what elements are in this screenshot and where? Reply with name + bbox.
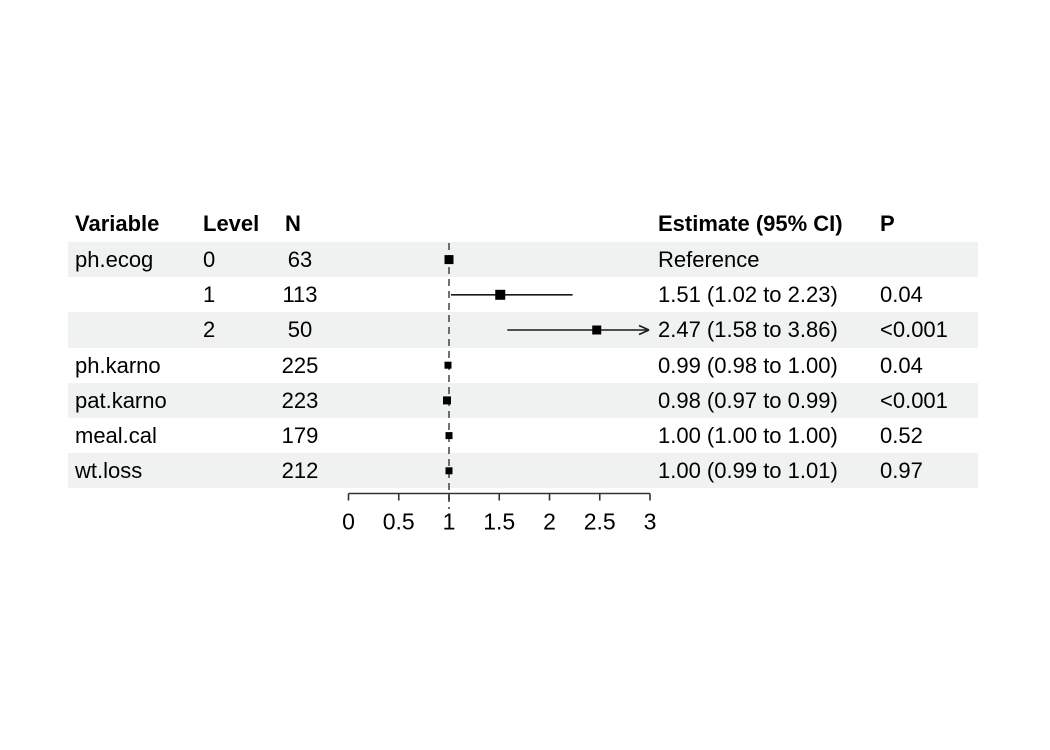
cell-n: 212 — [281, 458, 319, 484]
cell-p: 0.04 — [880, 282, 923, 308]
cell-n: 63 — [287, 247, 313, 272]
cell-estimate: 1.51 (1.02 to 2.23) — [658, 282, 838, 308]
cell-p: 0.97 — [880, 458, 923, 484]
cell-level: 0 — [203, 247, 216, 272]
x-axis-tick-label: 0 — [342, 509, 355, 535]
cell-p: <0.001 — [880, 387, 948, 413]
table-row: wt.loss 212 1.00 (0.99 to 1.01) 0.97 — [68, 453, 978, 489]
header-p: P — [880, 211, 895, 236]
header-level: Level — [203, 211, 260, 236]
table-row: 2 50 2.47 (1.58 to 3.86) <0.001 — [68, 312, 978, 348]
table-header: Variable Level N Estimate (95% CI) P — [68, 205, 978, 242]
x-axis-tick-label: 3 — [644, 509, 657, 535]
cell-estimate: 1.00 (0.99 to 1.01) — [658, 458, 838, 484]
cell-level: 2 — [203, 317, 216, 343]
x-axis-tick-label: 2 — [543, 509, 556, 535]
cell-p: 0.52 — [880, 423, 923, 448]
cell-estimate: Reference — [658, 247, 760, 272]
cell-n: 225 — [281, 352, 319, 378]
table-row: 1 113 1.51 (1.02 to 2.23) 0.04 — [68, 277, 978, 312]
table-row: pat.karno 223 0.98 (0.97 to 0.99) <0.001 — [68, 382, 978, 418]
table-row: ph.karno 225 0.99 (0.98 to 1.00) 0.04 — [68, 348, 978, 383]
cell-p: 0.04 — [880, 352, 923, 378]
x-axis-tick-label: 1 — [443, 509, 456, 535]
cell-n: 179 — [281, 423, 319, 448]
x-axis-tick-label: 0.5 — [383, 509, 415, 535]
cell-n: 223 — [281, 387, 319, 413]
table-row: ph.ecog 0 63 Reference — [68, 242, 978, 278]
cell-estimate: 0.99 (0.98 to 1.00) — [658, 352, 838, 378]
cell-variable: meal.cal — [75, 423, 157, 448]
cell-level: 1 — [203, 282, 216, 308]
header-n: N — [285, 211, 301, 236]
cell-variable: ph.ecog — [75, 247, 154, 272]
cell-n: 50 — [287, 317, 313, 343]
cell-estimate: 2.47 (1.58 to 3.86) — [658, 317, 838, 343]
cell-estimate: 0.98 (0.97 to 0.99) — [658, 387, 838, 413]
cell-variable: wt.loss — [75, 458, 143, 484]
cell-p: <0.001 — [880, 317, 948, 343]
cell-n: 113 — [282, 282, 318, 308]
cell-variable: ph.karno — [75, 352, 161, 378]
cell-variable: pat.karno — [75, 387, 167, 413]
x-axis-tick-label: 1.5 — [483, 509, 515, 535]
header-estimate: Estimate (95% CI) — [658, 211, 843, 236]
x-axis-tick-label: 2.5 — [584, 509, 616, 535]
cell-estimate: 1.00 (1.00 to 1.00) — [658, 423, 838, 448]
table-row: meal.cal 179 1.00 (1.00 to 1.00) 0.52 — [68, 418, 978, 453]
header-variable: Variable — [75, 211, 160, 236]
